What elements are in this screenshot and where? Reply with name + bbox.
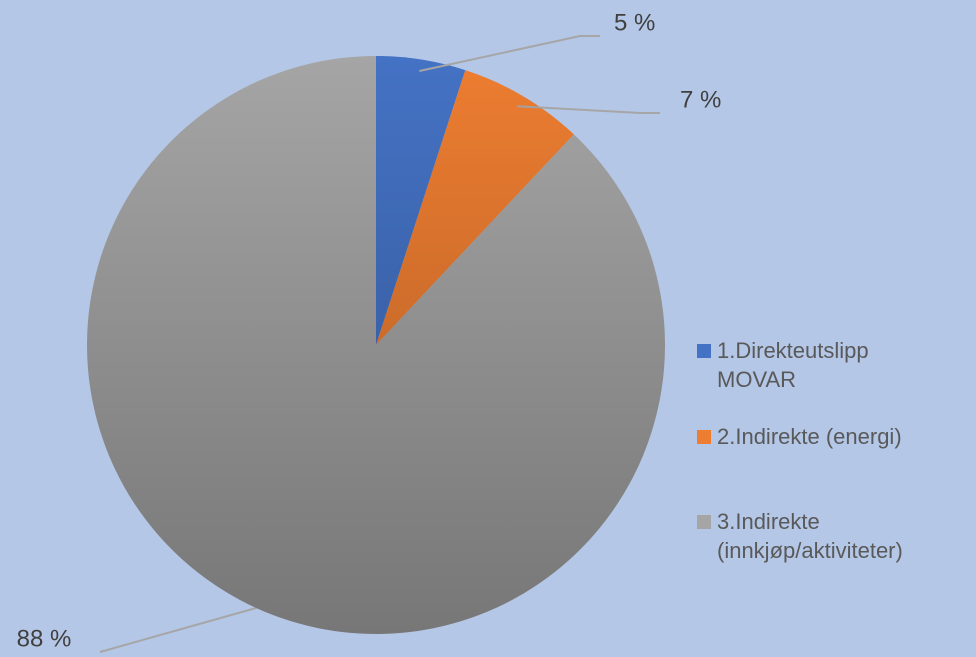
leader-line <box>419 35 600 72</box>
leader-line <box>99 601 275 653</box>
legend-item: 2.Indirekte (energi) <box>697 422 972 451</box>
legend-swatch <box>697 430 711 444</box>
data-label: 88 % <box>17 625 72 652</box>
legend-item: 3.Indirekte (innkjøp/aktiviteter) <box>697 507 972 565</box>
legend-label: 3.Indirekte (innkjøp/aktiviteter) <box>717 509 903 563</box>
legend-item: 1.Direkteutslipp MOVAR <box>697 336 972 394</box>
legend: 1.Direkteutslipp MOVAR 2.Indirekte (energ… <box>697 336 972 593</box>
legend-swatch <box>697 344 711 358</box>
data-label: 5 % <box>614 9 655 36</box>
pie-slice <box>87 56 666 634</box>
legend-label: 2.Indirekte (energi) <box>717 424 902 449</box>
legend-swatch <box>697 515 711 529</box>
pie <box>87 56 666 634</box>
legend-label: 1.Direkteutslipp MOVAR <box>717 338 869 392</box>
data-label: 7 % <box>680 86 721 113</box>
